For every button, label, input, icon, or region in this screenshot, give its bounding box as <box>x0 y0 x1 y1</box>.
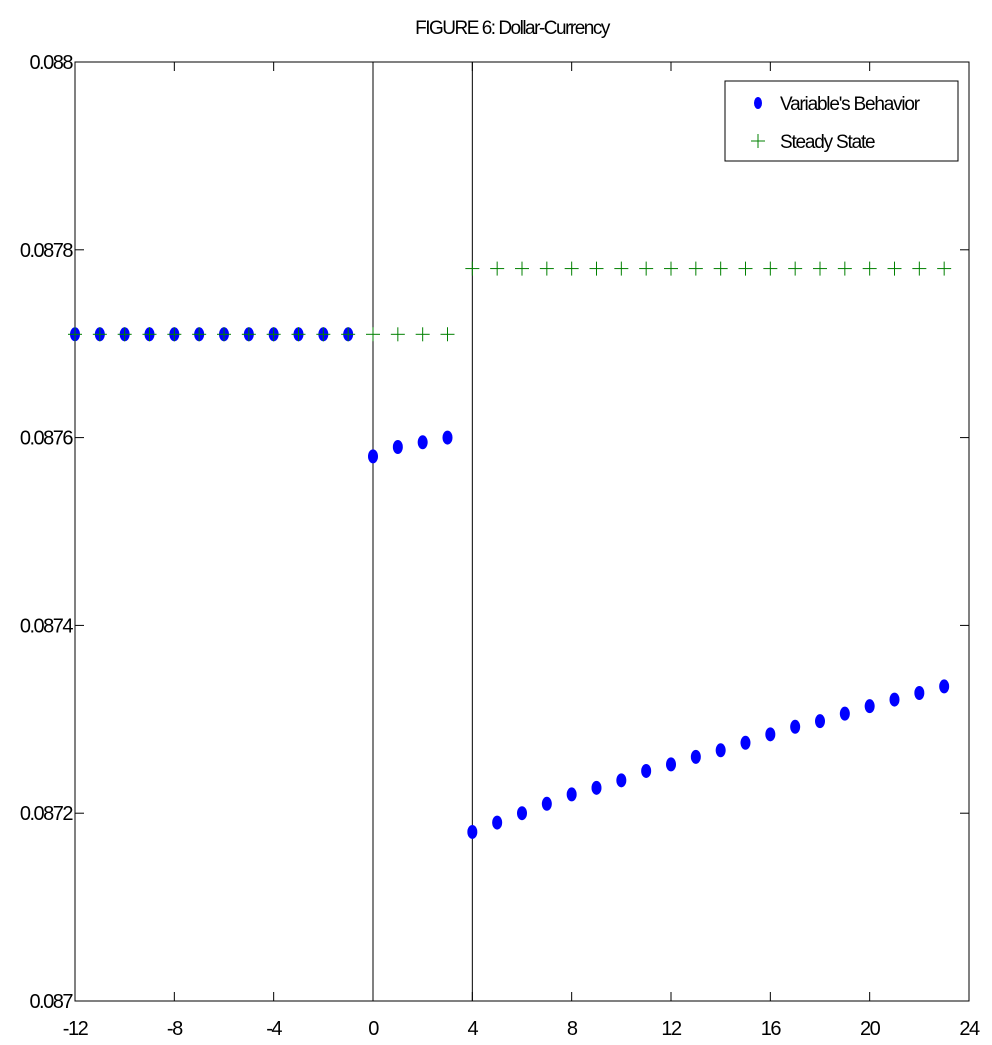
data-point-steady-state <box>217 327 231 342</box>
data-point-steady-state <box>316 327 331 342</box>
data-point-behavior <box>392 439 403 454</box>
series-variables-behavior <box>70 327 950 839</box>
data-point-steady-state <box>639 261 654 276</box>
x-tick-label: 12 <box>661 1018 682 1040</box>
data-point-behavior <box>467 824 478 839</box>
data-point-steady-state <box>813 261 827 276</box>
data-point-behavior <box>765 727 776 742</box>
x-tick-label: 0 <box>368 1018 379 1040</box>
data-point-steady-state <box>366 327 380 342</box>
data-point-steady-state <box>68 327 82 342</box>
data-point-behavior <box>864 699 875 714</box>
data-point-behavior <box>815 714 825 729</box>
data-point-steady-state <box>241 327 256 342</box>
x-tick-label: -8 <box>167 1018 183 1040</box>
legend-marker-ellipse <box>754 97 762 109</box>
data-point-steady-state <box>92 327 107 342</box>
x-tick-label: 16 <box>761 1018 782 1040</box>
legend-marker-plus <box>751 134 765 148</box>
data-point-steady-state <box>490 261 505 276</box>
data-point-steady-state <box>862 261 877 276</box>
data-point-steady-state <box>713 261 728 276</box>
data-point-behavior <box>914 686 925 701</box>
data-point-behavior <box>442 430 453 445</box>
y-tick-label: 0.0878 <box>20 240 74 262</box>
data-point-steady-state <box>192 327 207 342</box>
data-point-steady-state <box>341 327 356 342</box>
data-point-steady-state <box>788 261 803 276</box>
data-point-behavior <box>492 815 503 830</box>
data-point-steady-state <box>117 327 132 342</box>
x-tick-label: 24 <box>959 1018 980 1040</box>
data-point-behavior <box>517 806 527 821</box>
data-point-steady-state <box>440 327 455 342</box>
plot-area: -12 -8 -4 0 4 8 12 16 20 24 0.0870.08720.08740.08… <box>20 52 982 1040</box>
data-point-steady-state <box>688 261 703 276</box>
y-tick-label: 0.0876 <box>20 428 74 450</box>
data-point-behavior <box>839 706 850 721</box>
y-tick-label: 0.087 <box>29 991 73 1013</box>
data-point-steady-state <box>142 327 157 342</box>
data-point-steady-state <box>837 261 852 276</box>
data-point-behavior <box>889 692 900 707</box>
x-tick-label: -12 <box>63 1018 89 1040</box>
data-point-behavior <box>541 796 552 811</box>
data-point-behavior <box>616 773 627 788</box>
data-point-steady-state <box>589 261 604 276</box>
vertical-reference-lines <box>372 62 473 1001</box>
data-point-steady-state <box>664 261 678 276</box>
data-point-behavior <box>641 763 652 778</box>
data-point-behavior <box>368 449 378 464</box>
data-point-steady-state <box>887 261 902 276</box>
data-point-steady-state <box>415 327 430 342</box>
y-tick-label: 0.0872 <box>20 803 74 825</box>
x-tick-label: 4 <box>468 1018 479 1040</box>
legend-label-steady-state: Steady State <box>780 132 875 153</box>
data-point-behavior <box>740 735 751 750</box>
x-tick-label: 8 <box>567 1018 578 1040</box>
data-point-steady-state <box>564 261 579 276</box>
data-point-steady-state <box>266 327 281 342</box>
data-point-behavior <box>566 787 577 802</box>
data-point-behavior <box>690 749 701 764</box>
data-point-behavior <box>591 780 602 795</box>
data-point-steady-state <box>515 261 529 276</box>
legend-box <box>724 80 959 162</box>
x-axis: -12 -8 -4 0 4 8 12 16 20 24 <box>63 62 981 1040</box>
data-point-behavior <box>790 719 801 734</box>
data-point-steady-state <box>390 327 405 342</box>
legend-label-behavior: Variable's Behavior <box>780 94 921 115</box>
data-point-steady-state <box>614 261 629 276</box>
x-tick-label: 20 <box>860 1018 881 1040</box>
data-point-steady-state <box>291 327 306 342</box>
data-point-steady-state <box>937 261 952 276</box>
data-point-behavior <box>715 743 726 758</box>
data-point-steady-state <box>738 261 753 276</box>
data-point-behavior <box>939 679 950 694</box>
data-point-steady-state <box>763 261 778 276</box>
legend: Variable's Behavior Steady State <box>724 80 959 162</box>
x-tick-label: -4 <box>266 1018 282 1040</box>
data-point-steady-state <box>167 327 182 342</box>
data-point-steady-state <box>539 261 554 276</box>
data-point-behavior <box>417 435 428 450</box>
y-axis: 0.087 0.0872 0.0874 0.0876 0.0878 0.088 <box>20 52 969 1013</box>
y-tick-label: 0.0874 <box>20 615 74 637</box>
series-steady-state <box>68 261 952 342</box>
data-point-steady-state <box>912 261 927 276</box>
axes-frame <box>74 61 970 1002</box>
series-layer <box>68 261 952 839</box>
y-tick-label: 0.088 <box>29 52 73 74</box>
chart-title: FIGURE 6: Dollar-Currency <box>415 18 611 39</box>
data-point-steady-state <box>465 261 480 276</box>
data-point-behavior <box>666 757 676 772</box>
